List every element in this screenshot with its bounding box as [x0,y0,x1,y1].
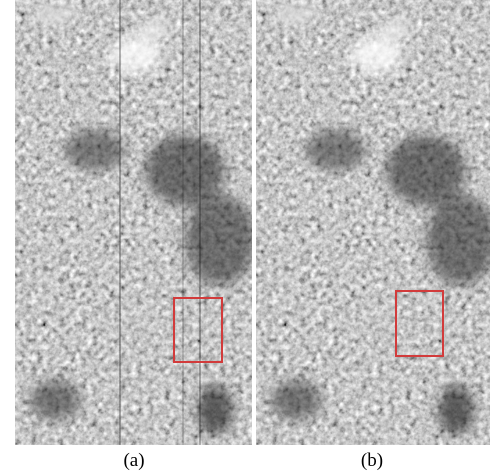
caption: (b) [361,450,383,471]
image-b [256,0,490,445]
figure: (a) (b) [0,0,490,472]
caption: (a) [123,450,144,471]
panel-b: (b) [256,0,490,471]
image-a [15,0,255,445]
page: {"panels": [{"caption": "(a)"}, {"captio… [0,0,490,472]
panel-a: (a) [15,0,255,471]
